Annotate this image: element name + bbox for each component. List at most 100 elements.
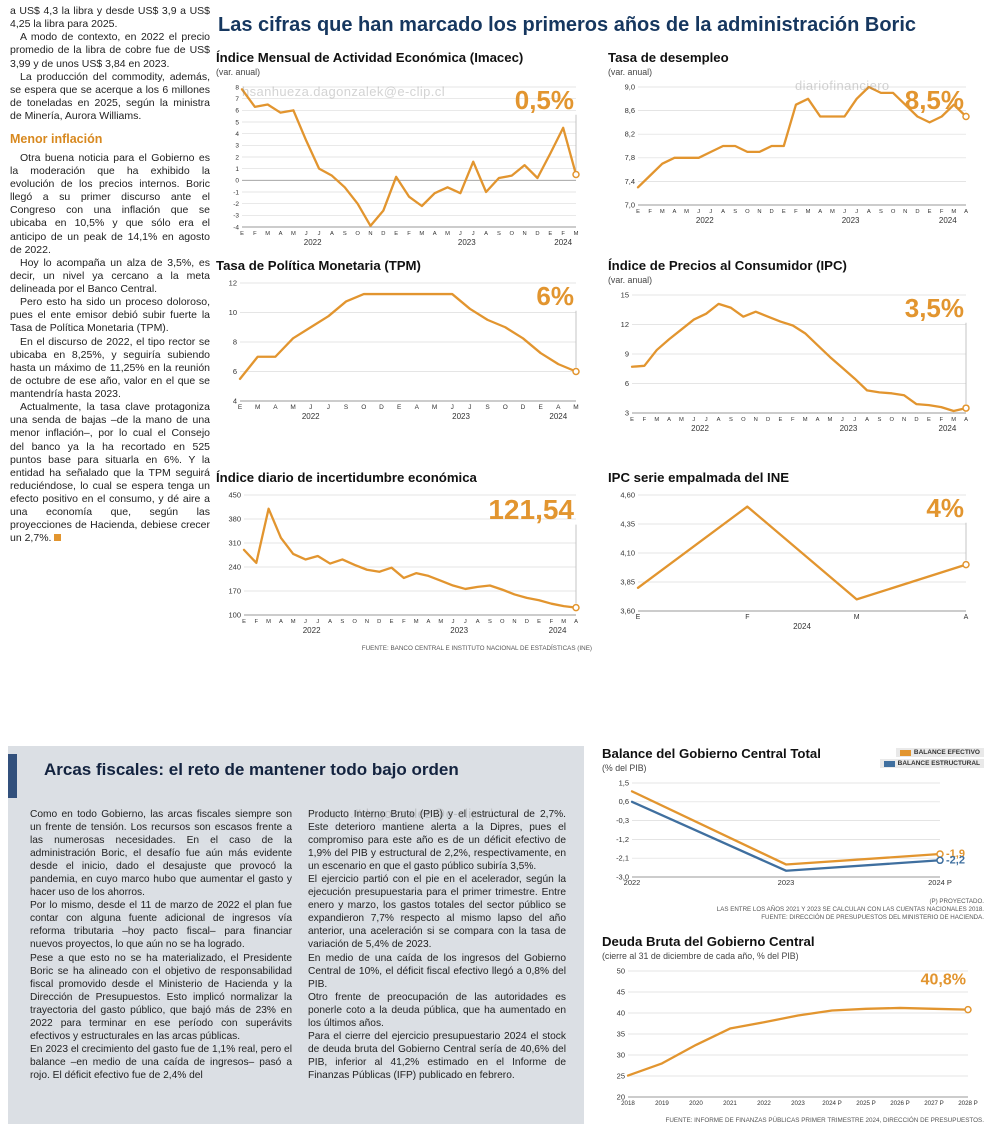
svg-text:S: S: [497, 231, 501, 237]
svg-text:O: O: [500, 619, 505, 625]
svg-text:F: F: [939, 417, 943, 423]
svg-text:3: 3: [235, 143, 239, 150]
deuda-chart-card: Deuda Bruta del Gobierno Central (cierre…: [602, 934, 984, 1124]
svg-text:M: M: [414, 619, 419, 625]
svg-text:4,10: 4,10: [620, 548, 635, 557]
svg-text:M: M: [291, 619, 296, 625]
svg-text:O: O: [891, 209, 896, 215]
chart-subtitle: (var. anual): [608, 67, 653, 77]
svg-text:F: F: [402, 619, 406, 625]
article-end-marker-icon: [54, 534, 62, 542]
svg-text:S: S: [340, 619, 344, 625]
svg-text:J: J: [459, 231, 462, 237]
svg-text:F: F: [794, 209, 798, 215]
svg-text:A: A: [818, 209, 822, 215]
paragraph: En el discurso de 2022, el tipo rector s…: [10, 335, 210, 401]
svg-text:J: J: [468, 404, 471, 411]
svg-text:2025 P: 2025 P: [856, 1100, 876, 1107]
svg-text:N: N: [903, 209, 907, 215]
svg-text:S: S: [733, 209, 737, 215]
svg-text:2019: 2019: [655, 1100, 669, 1107]
svg-text:J: J: [709, 209, 712, 215]
chart-title: IPC serie empalmada del INE: [608, 470, 790, 485]
svg-text:E: E: [548, 231, 552, 237]
svg-text:E: E: [630, 417, 634, 423]
svg-text:J: J: [692, 417, 695, 423]
svg-text:A: A: [273, 404, 278, 411]
svg-text:E: E: [538, 404, 543, 411]
paragraph: En medio de una caída de los ingresos de…: [308, 952, 566, 990]
svg-text:S: S: [485, 404, 490, 411]
chart-source: FUENTE: INFORME DE FINANZAS PÚBLICAS PRI…: [665, 1117, 984, 1124]
svg-text:12: 12: [621, 320, 629, 329]
page-title: Las cifras que han marcado los primeros …: [218, 14, 916, 36]
svg-text:380: 380: [228, 514, 241, 523]
paragraph: Como en todo Gobierno, las arcas fiscale…: [30, 809, 292, 899]
svg-text:-4: -4: [233, 224, 239, 231]
svg-text:7,0: 7,0: [625, 200, 635, 209]
svg-text:2022: 2022: [691, 424, 709, 433]
legend-item: BALANCE EFECTIVO: [895, 748, 984, 757]
svg-text:1: 1: [235, 166, 239, 173]
svg-text:F: F: [407, 231, 411, 237]
svg-text:A: A: [328, 619, 332, 625]
svg-text:N: N: [523, 231, 527, 237]
imacec-chart: 8 7 6 5 4 3 2 1 0 -1 -2 -3 -4 E F M A M J J A S O N D E F M A M J J A S O N…: [216, 79, 592, 256]
paragraph: Otra buena noticia para el Gobierno es l…: [10, 151, 210, 256]
svg-text:4,35: 4,35: [620, 519, 635, 528]
svg-text:N: N: [757, 209, 761, 215]
svg-text:D: D: [914, 417, 918, 423]
svg-text:D: D: [525, 619, 529, 625]
svg-text:45: 45: [617, 987, 625, 996]
svg-text:D: D: [381, 231, 385, 237]
svg-text:E: E: [397, 404, 402, 411]
svg-text:M: M: [679, 417, 684, 423]
svg-text:O: O: [503, 404, 508, 411]
panel-accent-bar: [8, 754, 17, 798]
svg-text:D: D: [915, 209, 919, 215]
svg-text:O: O: [890, 417, 895, 423]
desempleo-chart: 9,0 8,6 8,2 7,8 7,4 7,0 E F M A M J J A S O N D E F M A M J J A S O…: [608, 79, 982, 234]
legend-swatch: [883, 760, 895, 767]
svg-text:2022: 2022: [624, 878, 641, 887]
svg-text:O: O: [361, 404, 366, 411]
svg-text:O: O: [355, 231, 360, 237]
svg-text:E: E: [782, 209, 786, 215]
svg-text:M: M: [806, 209, 811, 215]
svg-text:40: 40: [617, 1008, 625, 1017]
svg-text:4: 4: [235, 131, 239, 138]
svg-text:2023: 2023: [458, 238, 476, 247]
panel-column-1: Como en todo Gobierno, las arcas fiscale…: [30, 808, 292, 1082]
svg-text:3,60: 3,60: [620, 606, 635, 615]
svg-text:6: 6: [235, 108, 239, 115]
paragraph: Producto Interno Bruto (PIB) y el estruc…: [308, 809, 566, 873]
svg-text:9,0: 9,0: [625, 82, 635, 91]
svg-text:2020: 2020: [689, 1100, 703, 1107]
svg-text:2: 2: [235, 154, 239, 161]
svg-text:5: 5: [235, 119, 239, 126]
svg-text:2023: 2023: [840, 424, 858, 433]
svg-text:4%: 4%: [926, 493, 964, 523]
svg-text:M: M: [684, 209, 689, 215]
svg-text:F: F: [791, 417, 795, 423]
imacec-chart-card: Índice Mensual de Actividad Económica (I…: [216, 50, 592, 256]
svg-text:A: A: [865, 417, 869, 423]
chart-title: Tasa de Política Monetaria (TPM): [216, 258, 421, 273]
svg-text:2023: 2023: [842, 216, 860, 225]
svg-text:4: 4: [233, 396, 237, 405]
chart-title: Deuda Bruta del Gobierno Central: [602, 934, 815, 949]
svg-text:121,54: 121,54: [488, 494, 574, 525]
svg-text:M: M: [574, 231, 579, 237]
svg-text:30: 30: [617, 1050, 625, 1059]
svg-text:O: O: [741, 417, 746, 423]
svg-text:8: 8: [235, 84, 239, 91]
svg-text:8,2: 8,2: [625, 130, 635, 139]
svg-text:M: M: [265, 231, 270, 237]
paragraph: (P) PROYECTADO.: [929, 898, 984, 905]
svg-text:E: E: [238, 404, 243, 411]
svg-text:O: O: [352, 619, 357, 625]
svg-text:M: M: [573, 404, 578, 411]
